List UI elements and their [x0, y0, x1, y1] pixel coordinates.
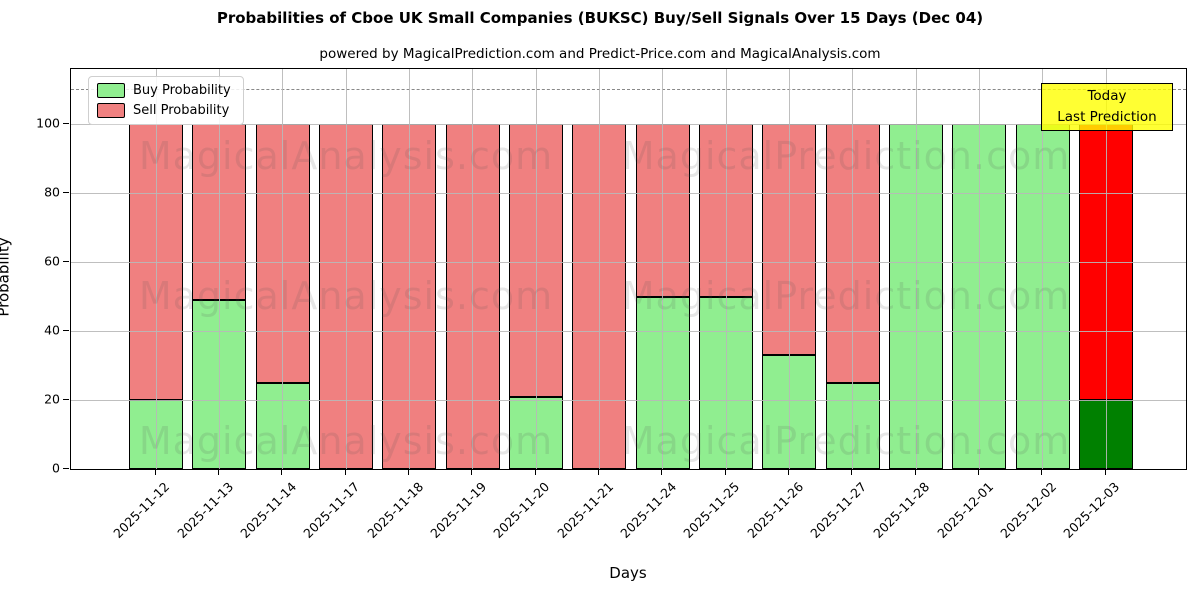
horizontal-gridline — [71, 123, 1186, 125]
vertical-gridline — [282, 69, 284, 469]
x-tick-label-2025-11-14: 2025-11-14 — [237, 479, 300, 541]
x-tick — [344, 470, 346, 475]
x-tick-label-2025-11-18: 2025-11-18 — [363, 479, 426, 541]
x-tick-label-2025-11-20: 2025-11-20 — [490, 479, 553, 541]
x-tick-label-2025-12-02: 2025-12-02 — [997, 479, 1060, 541]
chart-subtitle: powered by MagicalPrediction.com and Pre… — [319, 46, 881, 62]
x-tick — [154, 470, 156, 475]
x-tick-label-2025-11-12: 2025-11-12 — [110, 479, 173, 541]
x-tick — [1104, 470, 1106, 475]
x-tick — [914, 470, 916, 475]
y-tick-label: 80 — [44, 184, 60, 200]
vertical-gridline — [725, 69, 727, 469]
vertical-gridline — [662, 69, 664, 469]
x-tick — [281, 470, 283, 475]
buy-swatch-icon — [97, 83, 125, 98]
y-tick-label: 0 — [52, 460, 60, 476]
dashed-reference-line — [71, 88, 1186, 90]
x-tick-label-2025-11-24: 2025-11-24 — [617, 479, 680, 541]
legend: Buy Probability Sell Probability — [88, 76, 244, 125]
x-tick — [851, 470, 853, 475]
x-tick-label-2025-11-13: 2025-11-13 — [173, 479, 236, 541]
vertical-gridline — [978, 69, 980, 469]
x-tick — [597, 470, 599, 475]
x-tick — [661, 470, 663, 475]
y-tick — [63, 398, 69, 400]
x-tick — [1041, 470, 1043, 475]
today-annotation-line1: Today — [1087, 88, 1127, 104]
x-tick-label-2025-11-28: 2025-11-28 — [870, 479, 933, 541]
x-tick-label-2025-11-27: 2025-11-27 — [807, 479, 870, 541]
x-tick — [534, 470, 536, 475]
x-tick-label-2025-12-01: 2025-12-01 — [933, 479, 996, 541]
x-tick-label-2025-11-21: 2025-11-21 — [553, 479, 616, 541]
x-tick — [407, 470, 409, 475]
sell-swatch-icon — [97, 103, 125, 118]
legend-item-buy: Buy Probability — [97, 83, 231, 98]
today-annotation: Today Last Prediction — [1041, 83, 1173, 131]
vertical-gridline — [1105, 69, 1107, 469]
y-tick-label: 60 — [44, 253, 60, 269]
vertical-gridline — [915, 69, 917, 469]
x-tick — [724, 470, 726, 475]
horizontal-gridline — [71, 330, 1186, 332]
x-tick-label-2025-11-19: 2025-11-19 — [427, 479, 490, 541]
x-tick-label-2025-11-26: 2025-11-26 — [743, 479, 806, 541]
x-axis-label: Days — [609, 564, 647, 582]
vertical-gridline — [472, 69, 474, 469]
vertical-gridline — [408, 69, 410, 469]
x-tick — [471, 470, 473, 475]
x-tick-label-2025-12-03: 2025-12-03 — [1060, 479, 1123, 541]
y-axis-label: Probability — [0, 237, 13, 317]
vertical-gridline — [788, 69, 790, 469]
legend-label-sell: Sell Probability — [133, 103, 230, 118]
x-tick — [787, 470, 789, 475]
legend-item-sell: Sell Probability — [97, 103, 231, 118]
horizontal-gridline — [71, 261, 1186, 263]
vertical-gridline — [345, 69, 347, 469]
x-tick-label-2025-11-17: 2025-11-17 — [300, 479, 363, 541]
plot-area: Buy Probability Sell Probability Today L… — [70, 68, 1187, 470]
y-tick — [63, 122, 69, 124]
vertical-gridline — [155, 69, 157, 469]
horizontal-gridline — [71, 192, 1186, 194]
vertical-gridline — [1042, 69, 1044, 469]
y-tick — [63, 329, 69, 331]
vertical-gridline — [598, 69, 600, 469]
x-tick — [977, 470, 979, 475]
y-tick — [63, 467, 69, 469]
horizontal-gridline — [71, 399, 1186, 401]
today-annotation-line2: Last Prediction — [1057, 108, 1157, 125]
y-tick-label: 40 — [44, 322, 60, 338]
x-tick — [217, 470, 219, 475]
chart-title: Probabilities of Cboe UK Small Companies… — [216, 9, 984, 27]
y-tick-label: 20 — [44, 391, 60, 407]
x-tick-label-2025-11-25: 2025-11-25 — [680, 479, 743, 541]
legend-label-buy: Buy Probability — [133, 83, 231, 98]
y-tick — [63, 260, 69, 262]
y-tick-label: 100 — [36, 115, 60, 131]
vertical-gridline — [218, 69, 220, 469]
y-tick — [63, 191, 69, 193]
vertical-gridline — [852, 69, 854, 469]
vertical-gridline — [535, 69, 537, 469]
